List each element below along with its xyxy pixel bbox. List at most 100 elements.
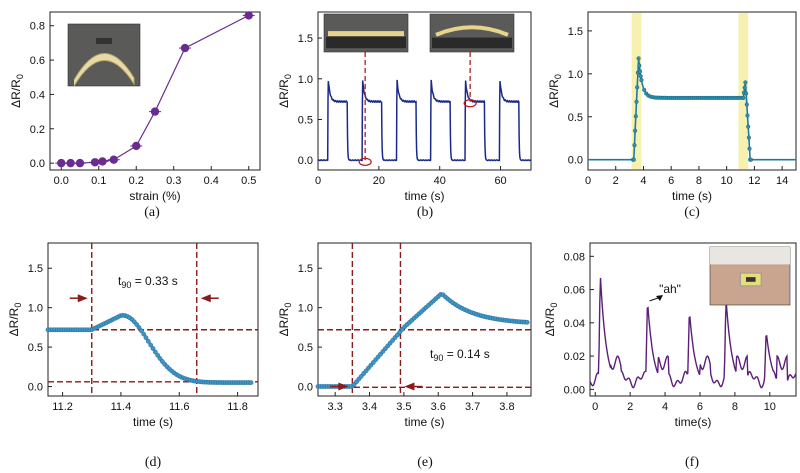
data-point [743, 80, 748, 85]
x-tick-label: 8 [696, 175, 702, 187]
plot-frame [317, 242, 532, 397]
y-tick-label: 0.5 [298, 342, 313, 354]
panel-label: (a) [144, 205, 160, 220]
data-point [150, 346, 156, 351]
data-point [634, 99, 639, 104]
sensor-strip [435, 25, 509, 37]
x-tick-label: 11.6 [169, 401, 190, 413]
x-axis-label: time (s) [133, 415, 173, 429]
data-point [633, 128, 638, 133]
x-tick-label: 3.7 [465, 401, 480, 413]
x-tick-label: 3.5 [396, 401, 411, 413]
x-tick-label: 2 [627, 401, 633, 413]
data-point [90, 158, 100, 167]
x-tick-label: 0 [585, 175, 591, 187]
data-point [637, 63, 642, 68]
data-point [639, 78, 644, 83]
data-point [746, 124, 751, 129]
y-axis-label: ΔR/R0 [7, 303, 23, 337]
series-line [48, 314, 251, 384]
y-tick-label: 0.4 [30, 89, 45, 101]
x-tick-label: 10 [764, 401, 776, 413]
series-line [317, 79, 531, 162]
y-tick-label: 1.5 [568, 26, 583, 38]
y-tick-label: 0.0 [28, 382, 43, 394]
y-tick-label: 1.0 [298, 74, 313, 86]
y-tick-label: 1.0 [298, 303, 313, 315]
data-point [132, 141, 141, 151]
x-tick-label: 0.5 [241, 175, 256, 187]
y-tick-label: 0.0 [30, 158, 45, 170]
y-tick-label: 0.8 [30, 21, 45, 33]
arrow-right-icon [338, 382, 349, 391]
y-tick-label: 1.0 [568, 69, 583, 81]
x-tick-label: 10 [721, 175, 733, 187]
panel-label: (c) [684, 205, 700, 220]
y-tick-label: 0.6 [30, 55, 45, 67]
data-point [136, 325, 142, 330]
data-point [745, 113, 750, 118]
y-tick-label: 0.04 [564, 318, 585, 330]
annotation: t90 = 0.33 s [118, 274, 178, 290]
series-line [589, 277, 797, 389]
sensor-chip [96, 38, 112, 44]
data-point [248, 380, 254, 385]
inset-photo [323, 13, 409, 53]
plot-area [55, 11, 255, 168]
panel-label: (d) [145, 455, 162, 470]
data-point [635, 85, 640, 90]
y-axis-label: ΔR/R0 [547, 74, 563, 108]
y-tick-label: 0.2 [30, 124, 45, 136]
data-point [631, 157, 636, 162]
plot-frame [47, 242, 259, 397]
data-point [747, 146, 752, 151]
y-tick-label: 1.0 [28, 303, 43, 315]
data-point [633, 114, 638, 119]
x-tick-label: 6 [697, 401, 703, 413]
y-tick-label: 0.06 [564, 285, 585, 297]
arrow-head-icon [656, 295, 663, 301]
plot-frame [317, 11, 532, 171]
y-tick-label: 0.0 [298, 382, 313, 394]
plot-frame [587, 11, 797, 171]
annotation: "ah" [659, 282, 681, 296]
arrow-left-icon [200, 294, 211, 303]
y-tick-label: 1.5 [298, 263, 313, 275]
marker-ellipse [463, 99, 477, 108]
x-tick-label: 11.2 [52, 401, 73, 413]
data-point [741, 95, 746, 100]
stage-base [326, 36, 406, 49]
sensor-strip [73, 53, 135, 87]
arrow-left-icon [404, 382, 415, 391]
x-tick-label: 4 [640, 175, 646, 187]
data-point [145, 338, 151, 344]
panel-b: 0 20 40 60 0.0 0.5 1.0 1.5 time (s) ΔR/R0 (b) [277, 11, 532, 220]
data-point [143, 335, 149, 341]
panel-e: 3.3 3.4 3.5 3.6 3.7 3.8 0.0 0.5 1.0 1.5 time (s) ΔR… [277, 242, 532, 470]
y-tick-label: 0.5 [568, 112, 583, 124]
inset-photo [429, 13, 515, 53]
x-tick-label: 40 [434, 175, 446, 187]
data-point [744, 91, 749, 96]
x-tick-label: 12 [748, 175, 760, 187]
marker-ellipse [358, 157, 372, 166]
data-point [66, 158, 75, 168]
data-point [150, 107, 160, 116]
y-axis-label: ΔR/R0 [9, 74, 25, 108]
arrow-right-icon [77, 294, 88, 303]
x-tick-label: 11.8 [227, 401, 248, 413]
x-tick-label: 6 [668, 175, 674, 187]
photo-top [710, 247, 790, 265]
data-point [244, 11, 253, 20]
x-tick-label: 0.4 [204, 175, 219, 187]
y-tick-label: 1.5 [28, 263, 43, 275]
x-tick-label: 0 [592, 401, 598, 413]
x-axis-label: time(s) [675, 415, 712, 429]
plot-area [589, 277, 797, 389]
x-tick-label: 0.1 [91, 175, 106, 187]
panel-f: 0 2 4 6 8 10 0.00 0.02 0.04 0.06 0.08 time(s) ΔR/R0 (… [543, 242, 797, 470]
x-axis-label: time (s) [672, 189, 712, 203]
panel-label: (b) [417, 205, 434, 220]
sensor-strip [328, 31, 404, 37]
data-point [57, 158, 66, 168]
